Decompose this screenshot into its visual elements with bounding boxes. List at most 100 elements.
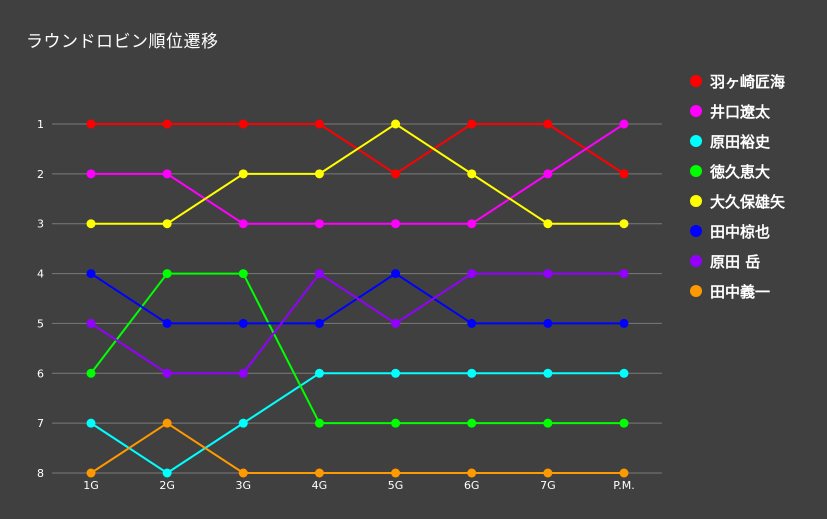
data-point xyxy=(467,269,477,279)
legend-label: 大久保雄矢 xyxy=(710,192,786,211)
legend-label: 田中義一 xyxy=(710,282,771,301)
data-point xyxy=(619,169,629,179)
data-point xyxy=(86,468,96,478)
y-tick-label: 1 xyxy=(37,118,44,131)
x-tick-label: P.M. xyxy=(613,479,634,492)
series-line xyxy=(90,272,624,425)
x-axis-ticks: 1G 2G 3G 4G 5G 6G 7G P.M. xyxy=(83,479,634,492)
legend-label: 徳久恵大 xyxy=(710,162,771,181)
series-line xyxy=(91,123,625,225)
x-tick-label: 5G xyxy=(388,479,404,492)
data-point xyxy=(467,318,477,328)
data-point xyxy=(162,169,172,179)
data-point xyxy=(543,169,553,179)
data-point xyxy=(619,219,629,229)
legend-marker xyxy=(690,195,702,207)
legend: 羽ヶ崎匠海井口遼太原田裕史徳久恵大大久保雄矢田中椋也原田 岳田中義一 xyxy=(690,66,785,306)
data-point xyxy=(162,418,172,428)
data-point xyxy=(238,318,248,328)
y-tick-label: 5 xyxy=(37,317,44,330)
legend-marker xyxy=(690,75,702,87)
legend-item: 徳久恵大 xyxy=(690,156,785,186)
data-point xyxy=(314,368,324,378)
data-point xyxy=(314,418,324,428)
legend-marker xyxy=(690,255,702,267)
legend-item: 田中義一 xyxy=(690,276,785,306)
legend-label: 原田裕史 xyxy=(710,132,771,151)
data-point xyxy=(467,119,477,129)
data-point xyxy=(86,119,96,129)
legend-marker xyxy=(690,105,702,117)
legend-label: 原田 岳 xyxy=(710,252,761,271)
data-point xyxy=(543,119,553,129)
x-tick-label: 3G xyxy=(236,479,252,492)
data-point xyxy=(467,219,477,229)
data-point xyxy=(162,468,172,478)
data-point xyxy=(619,269,629,279)
data-point xyxy=(467,169,477,179)
data-point xyxy=(467,468,477,478)
y-tick-label: 6 xyxy=(37,367,44,380)
data-point xyxy=(543,418,553,428)
y-tick-label: 2 xyxy=(37,168,44,181)
data-point xyxy=(314,119,324,129)
data-point xyxy=(314,269,324,279)
legend-marker xyxy=(690,285,702,297)
legend-item: 原田 岳 xyxy=(690,246,785,276)
data-point xyxy=(543,219,553,229)
series-points xyxy=(86,119,629,478)
data-point xyxy=(391,318,401,328)
legend-marker xyxy=(690,135,702,147)
data-point xyxy=(314,318,324,328)
x-tick-label: 6G xyxy=(464,479,480,492)
legend-item: 井口遼太 xyxy=(690,96,785,126)
data-point xyxy=(391,368,401,378)
legend-item: 大久保雄矢 xyxy=(690,186,785,216)
data-point xyxy=(391,269,401,279)
data-point xyxy=(619,418,629,428)
series-line xyxy=(90,421,624,474)
series-line xyxy=(90,272,624,375)
y-tick-label: 7 xyxy=(37,417,44,430)
data-point xyxy=(467,368,477,378)
legend-label: 田中椋也 xyxy=(710,222,771,241)
data-point xyxy=(391,119,401,129)
data-point xyxy=(391,468,401,478)
data-point xyxy=(238,169,248,179)
x-tick-label: 4G xyxy=(312,479,328,492)
data-point xyxy=(314,219,324,229)
data-point xyxy=(238,119,248,129)
legend-label: 羽ヶ崎匠海 xyxy=(710,72,786,91)
legend-marker xyxy=(690,225,702,237)
data-point xyxy=(391,169,401,179)
data-point xyxy=(314,169,324,179)
x-tick-label: 1G xyxy=(83,479,99,492)
chart-title: ラウンドロビン順位遷移 xyxy=(26,32,219,52)
legend-marker xyxy=(690,165,702,177)
data-point xyxy=(162,269,172,279)
data-point xyxy=(543,318,553,328)
data-point xyxy=(467,418,477,428)
data-point xyxy=(86,318,96,328)
data-point xyxy=(543,468,553,478)
data-point xyxy=(543,368,553,378)
data-point xyxy=(619,468,629,478)
data-point xyxy=(619,318,629,328)
data-point xyxy=(238,368,248,378)
data-point xyxy=(86,418,96,428)
data-point xyxy=(391,418,401,428)
legend-item: 田中椋也 xyxy=(690,216,785,246)
y-tick-label: 8 xyxy=(37,467,44,480)
data-point xyxy=(86,269,96,279)
data-point xyxy=(543,269,553,279)
legend-item: 羽ヶ崎匠海 xyxy=(690,66,785,96)
data-point xyxy=(238,219,248,229)
y-axis-ticks: 1 2 3 4 5 6 7 8 xyxy=(37,118,44,480)
data-point xyxy=(314,468,324,478)
x-tick-label: 7G xyxy=(540,479,556,492)
series-line xyxy=(91,122,624,225)
data-point xyxy=(162,219,172,229)
data-point xyxy=(619,368,629,378)
y-tick-label: 4 xyxy=(37,268,44,281)
